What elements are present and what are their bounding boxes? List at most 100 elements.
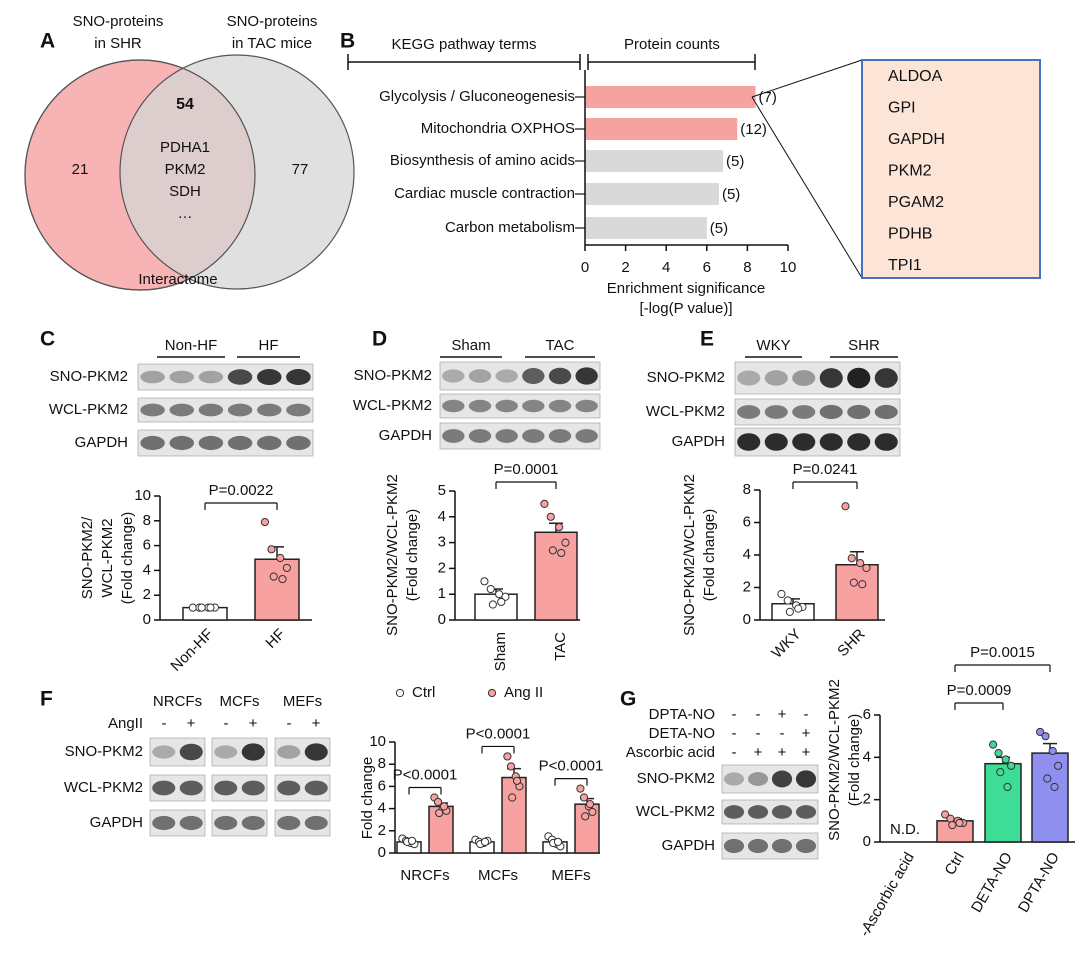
y-tick-label: 4: [743, 546, 751, 563]
sign: -: [732, 706, 737, 723]
sign: -: [804, 706, 809, 723]
data-point: [585, 800, 595, 809]
x-tick-label: 0: [581, 259, 589, 276]
x-tick-label: WKY: [768, 626, 804, 662]
data-point: [267, 545, 276, 554]
y-tick-label: 3: [438, 534, 446, 551]
category-label: Glycolysis / Gluconeogenesis: [379, 88, 575, 105]
blot-band: [522, 429, 545, 443]
data-point: [1001, 755, 1010, 764]
label: 21: [72, 161, 89, 178]
venn-item: …: [178, 205, 193, 222]
y-tick-label: 2: [378, 822, 386, 839]
panel-label: D: [372, 328, 387, 351]
y-tick-label: 8: [143, 512, 151, 529]
blot-band: [795, 805, 817, 819]
y-tick-label: 6: [863, 706, 871, 723]
blot-band: [522, 399, 545, 413]
data-point: [553, 837, 563, 847]
y-tick-label: 6: [143, 537, 151, 554]
y-tick-label: 1: [438, 585, 446, 602]
data-point: [955, 818, 964, 828]
data-point: [581, 812, 590, 821]
y-tick-label: 4: [438, 508, 446, 525]
blot-band: [257, 403, 282, 417]
x-tick-label: HF: [262, 626, 288, 652]
bar: [254, 558, 300, 621]
blot-band: [198, 435, 224, 451]
data-point: [548, 546, 557, 555]
blot-band: [548, 429, 572, 443]
blot: [439, 422, 601, 450]
blot-band: [140, 435, 165, 451]
blot-band: [847, 433, 871, 451]
blot-band: [152, 815, 176, 831]
blot-band: [241, 815, 265, 831]
count-label: (5): [710, 220, 728, 237]
header: KEGG pathway terms: [391, 36, 536, 53]
treatment-label: DETA-NO: [649, 725, 715, 742]
x-tick-label: MEFs: [551, 867, 590, 884]
y-tick-label: 8: [743, 481, 751, 498]
blot-band: [198, 403, 224, 417]
data-point: [777, 589, 786, 599]
blot-band: [169, 370, 194, 384]
label: 77: [292, 161, 309, 178]
blot-row-label: GAPDH: [672, 433, 725, 450]
data-point: [278, 574, 287, 584]
blot-band: [522, 368, 545, 384]
data-point: [1007, 761, 1016, 770]
x-tick-label: Sham: [492, 632, 509, 671]
x-axis-label: Enrichment significance: [607, 280, 765, 297]
blot-row-label: SNO-PKM2: [50, 368, 128, 385]
group-label: SHR: [848, 337, 880, 354]
data-point: [1050, 782, 1059, 792]
blot-band: [277, 745, 301, 759]
data-point: [841, 502, 850, 511]
label: 54: [176, 96, 194, 113]
blot-band: [241, 743, 265, 761]
p-value: P=0.0022: [209, 482, 274, 499]
group-label: HF: [259, 337, 279, 354]
venn-left-outline: [24, 59, 256, 291]
bar: [534, 531, 578, 621]
blot-band: [140, 370, 165, 384]
blot-band: [277, 780, 301, 796]
p-value: P=0.0241: [793, 461, 858, 478]
blot-row-label: SNO-PKM2: [65, 743, 143, 760]
y-axis-label: Fold change: [359, 757, 376, 840]
data-point: [576, 784, 585, 793]
protein: GPI: [888, 100, 916, 117]
group-label: TAC: [546, 337, 575, 354]
data-point: [862, 563, 871, 573]
blot-row-label: SNO-PKM2: [354, 367, 432, 384]
x-tick-label: DETA-NO: [968, 849, 1016, 915]
x-tick-label: 8: [743, 259, 751, 276]
venn-item: PDHA1: [160, 139, 210, 156]
label: SNO-proteins: [227, 13, 318, 30]
blot-band: [874, 404, 898, 420]
blot-band: [442, 369, 465, 383]
data-point: [540, 499, 549, 508]
data-point: [260, 517, 269, 527]
blot-band: [277, 815, 301, 831]
blot-band: [257, 435, 282, 451]
bar: [585, 150, 724, 172]
blot-band: [764, 370, 788, 386]
sign: +: [802, 725, 811, 742]
panel-label: G: [620, 688, 636, 711]
p-value: P<0.0001: [466, 725, 531, 742]
x-tick-label: Ctrl: [942, 849, 968, 878]
p-value: P=0.0009: [947, 682, 1012, 699]
blot: [137, 429, 314, 457]
x-tick-label: MCFs: [478, 867, 518, 884]
blot-band: [241, 780, 265, 796]
data-point: [579, 793, 589, 802]
data-point: [488, 600, 497, 609]
blot-band: [795, 838, 817, 854]
blot: [734, 398, 901, 426]
blot-band: [227, 435, 253, 451]
data-point: [197, 603, 206, 612]
data-point: [282, 563, 291, 573]
data-point: [206, 603, 215, 612]
